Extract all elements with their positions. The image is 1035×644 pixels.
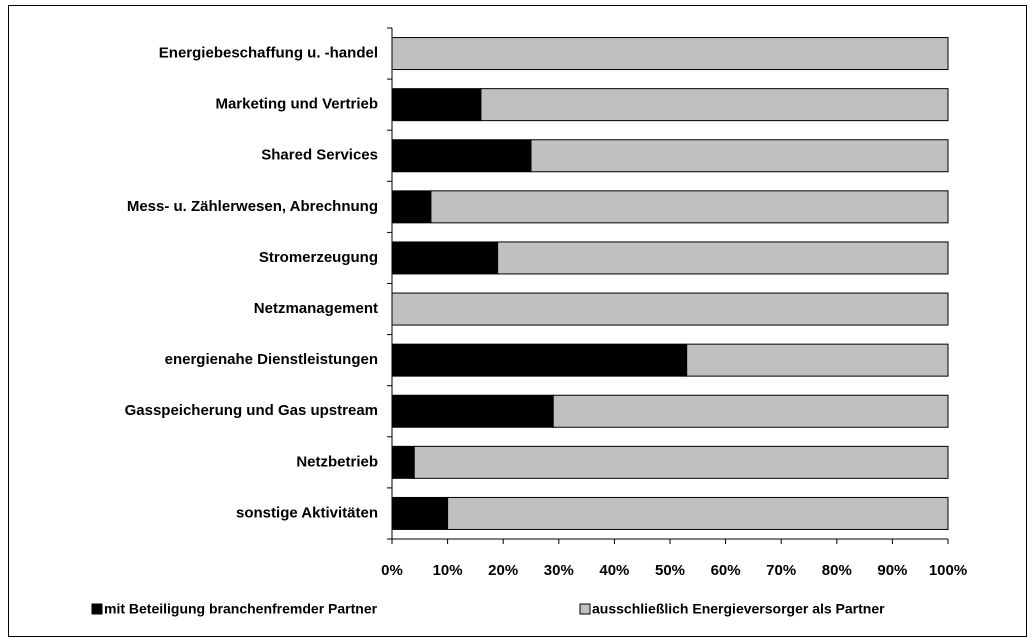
x-tick-label: 80% [822,562,852,579]
bar-segment [686,343,949,377]
legend-label: mit Beteiligung branchenfremder Partner [104,601,378,617]
y-tick-label: Netzmanagement [254,300,378,317]
bar-segment [391,445,415,479]
y-tick-label: Marketing und Vertrieb [215,96,378,113]
x-tick-label: 90% [877,562,907,579]
bar-segment [552,394,949,428]
bar-segment [480,88,949,122]
y-tick-label: energienahe Dienstleistungen [165,351,378,368]
bar-segment [391,496,449,530]
y-tick-label: Mess- u. Zählerwesen, Abrechnung [127,198,378,215]
x-tick-label: 20% [488,562,518,579]
y-tick-label: Energiebeschaffung u. -handel [159,45,378,62]
bar-segment [391,292,949,326]
y-tick-label: Gasspeicherung und Gas upstream [125,402,378,419]
y-tick-label: sonstige Aktivitäten [236,504,378,521]
bar-segment [391,343,688,377]
x-tick-label: 100% [929,562,967,579]
legend-label: ausschließlich Energieversorger als Part… [592,601,885,617]
bar-segment [391,190,432,224]
legend-swatch [91,603,103,615]
bar-segment [413,445,949,479]
x-tick-label: 50% [655,562,685,579]
bar-segment [497,241,949,275]
bar-segment [391,139,532,173]
y-tick-label: Shared Services [261,147,378,164]
x-tick-label: 0% [381,562,403,579]
bar-segment [391,37,949,71]
x-tick-label: 10% [433,562,463,579]
x-tick-label: 70% [766,562,796,579]
bar-segment [391,241,499,275]
bar-segment [447,496,949,530]
legend-swatch [579,603,591,615]
bar-segment [391,394,554,428]
bar-segment [530,139,949,173]
bar-segment [391,88,482,122]
x-tick-label: 60% [711,562,741,579]
bar-segment [430,190,949,224]
y-tick-label: Stromerzeugung [259,249,378,266]
y-tick-label: Netzbetrieb [296,453,378,470]
x-tick-label: 40% [599,562,629,579]
x-tick-label: 30% [544,562,574,579]
